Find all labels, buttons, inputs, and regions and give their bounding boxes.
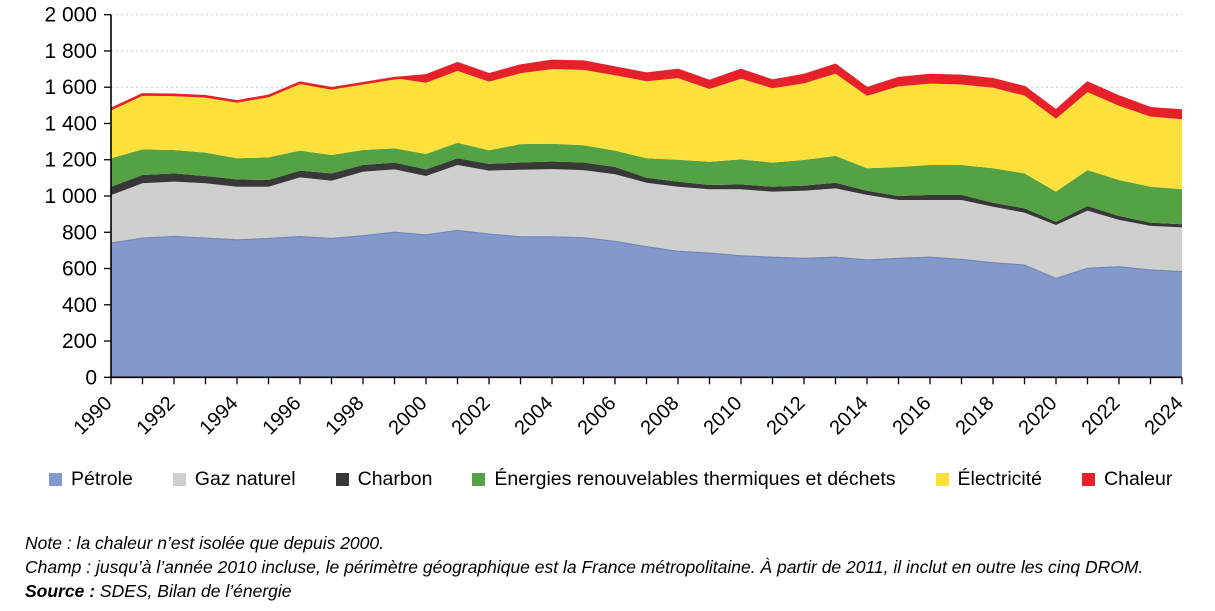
legend-label-petrole: Pétrole bbox=[71, 468, 133, 490]
y-axis-tick-label: 1 000 bbox=[44, 185, 97, 208]
x-axis-tick-label: 2012 bbox=[763, 392, 810, 439]
legend-item-electricite: Électricité bbox=[935, 466, 1043, 492]
legend-label-chaleur: Chaleur bbox=[1104, 468, 1173, 490]
petrole-top-edge bbox=[110, 229, 1183, 280]
y-axis-tick-label: 600 bbox=[62, 258, 97, 281]
legend-swatch-charbon bbox=[335, 472, 349, 486]
x-axis-tick-label: 2002 bbox=[448, 392, 495, 439]
y-axis-tick-label: 400 bbox=[62, 294, 97, 317]
legend-swatch-petrole bbox=[49, 472, 62, 486]
x-axis-tick-label: 2010 bbox=[700, 392, 747, 439]
champ-line: Champ : jusqu’à l’année 2010 incluse, le… bbox=[25, 557, 1144, 577]
legend-label-enr-thermiques-dechets: Énergies renouvelables thermiques et déc… bbox=[494, 468, 896, 490]
x-axis-tick-label: 2022 bbox=[1078, 392, 1125, 439]
legend-swatch-electricite bbox=[935, 472, 949, 486]
x-axis-tick-label: 2016 bbox=[889, 392, 936, 439]
x-axis-tick-label: 1994 bbox=[196, 392, 243, 439]
y-axis-tick-label: 800 bbox=[62, 221, 97, 244]
x-axis-tick-label: 2024 bbox=[1141, 392, 1188, 439]
legend-swatch-chaleur bbox=[1082, 472, 1096, 486]
source-text: SDES, Bilan de l’énergie bbox=[95, 581, 292, 601]
x-axis-tick-label: 1996 bbox=[259, 392, 306, 439]
y-axis-tick-label: 1 800 bbox=[44, 40, 97, 63]
area-enr-thermiques-dechets bbox=[111, 142, 1182, 225]
legend-item-gaz-naturel: Gaz naturel bbox=[172, 466, 296, 492]
area-gaz-naturel bbox=[111, 164, 1182, 279]
area-electricite bbox=[111, 69, 1182, 192]
legend-label-charbon: Charbon bbox=[357, 468, 433, 490]
legend-item-petrole: Pétrole bbox=[49, 466, 133, 492]
source-label: Source : bbox=[25, 581, 96, 601]
legend-swatch-enr-thermiques-dechets bbox=[472, 472, 486, 486]
legend-item-charbon: Charbon bbox=[335, 466, 433, 492]
legend: Pétrole Gaz naturel Charbon Énergies renouv… bbox=[49, 466, 1172, 492]
y-axis-tick-label: 2 000 bbox=[44, 4, 97, 27]
x-axis-tick-label: 1990 bbox=[70, 392, 117, 439]
y-axis-tick-label: 1 400 bbox=[44, 112, 97, 135]
y-axis-tick-label: 1 200 bbox=[44, 149, 97, 172]
y-axis-tick-label: 0 bbox=[85, 366, 97, 389]
notes: Note : la chaleur n’est isolée que depui… bbox=[25, 531, 1195, 603]
legend-item-chaleur: Chaleur bbox=[1082, 466, 1172, 492]
total-line-chaleur bbox=[110, 59, 1183, 112]
x-axis-tick-label: 2006 bbox=[574, 392, 621, 439]
source-line: Source : SDES, Bilan de l’énergie bbox=[25, 579, 1195, 603]
x-axis-tick-label: 2008 bbox=[637, 392, 684, 439]
x-axis-tick-label: 2018 bbox=[952, 392, 999, 439]
legend-item-enr-thermiques-dechets: Énergies renouvelables thermiques et déc… bbox=[472, 466, 896, 492]
x-axis-tick-label: 1992 bbox=[133, 392, 180, 439]
x-axis-tick-label: 2020 bbox=[1015, 392, 1062, 439]
y-axis-tick-label: 200 bbox=[62, 330, 97, 353]
legend-label-electricite: Électricité bbox=[957, 468, 1043, 490]
x-axis-tick-label: 1998 bbox=[322, 392, 369, 439]
x-axis-tick-label: 2004 bbox=[511, 392, 558, 439]
stacked-area-chart: 0 200 400 600 800 1 000 1 200 1 400 1 600 1 800 2 … bbox=[44, 4, 1188, 440]
legend-swatch-gaz-naturel bbox=[172, 472, 186, 486]
x-axis-tick-label: 2000 bbox=[385, 392, 432, 439]
y-axis-tick-label: 1 600 bbox=[44, 76, 97, 99]
area-petrole bbox=[111, 230, 1182, 378]
note-line: Note : la chaleur n’est isolée que depui… bbox=[25, 533, 384, 553]
x-axis-tick-label: 2014 bbox=[826, 392, 873, 439]
legend-label-gaz-naturel: Gaz naturel bbox=[194, 468, 296, 490]
